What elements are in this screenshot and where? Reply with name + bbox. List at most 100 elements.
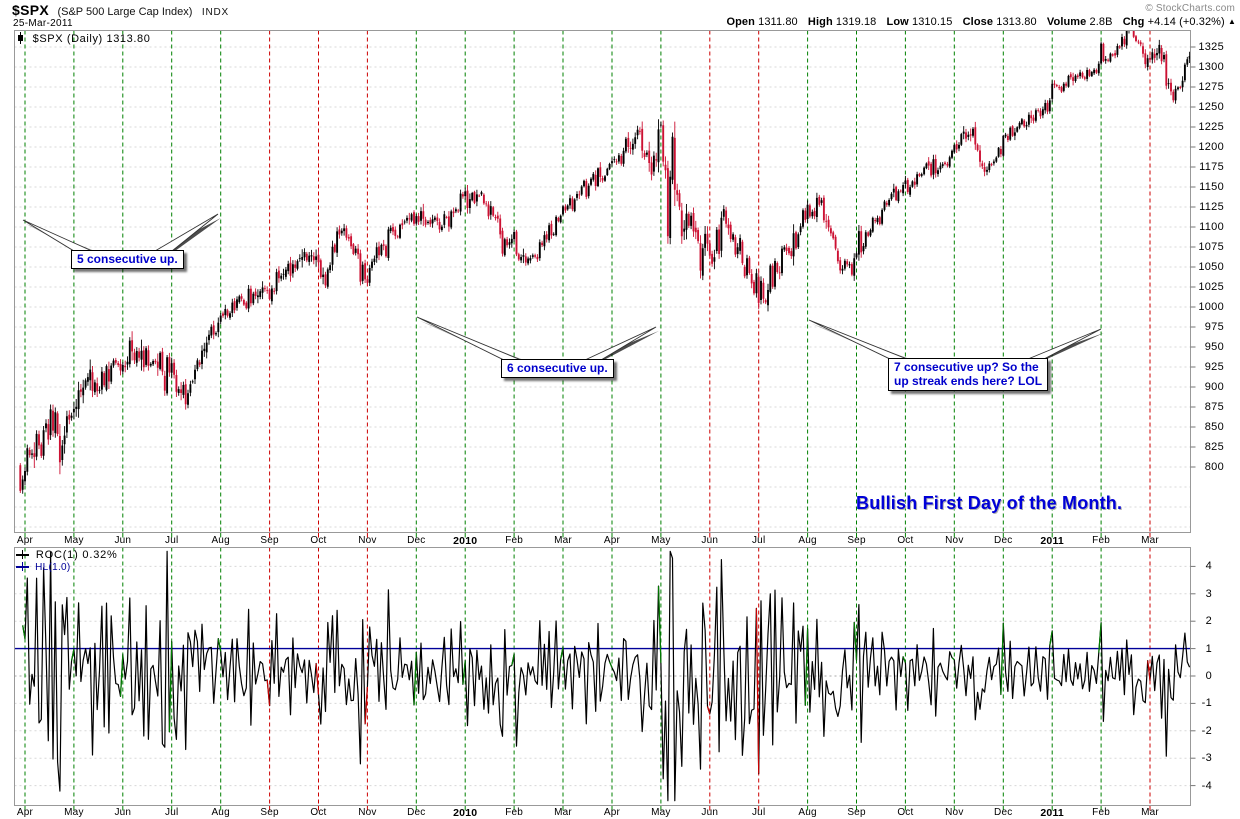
legend-value: 1313.80: [106, 33, 151, 45]
roc-y-axis-label: 0: [1205, 670, 1212, 682]
roc-x-axis-label: Apr: [16, 807, 34, 818]
price-legend: $SPX (Daily) 1313.80: [17, 32, 150, 45]
price-y-axis-label: 875: [1204, 401, 1224, 413]
annotation-6up-text: 6 consecutive up.: [507, 361, 608, 375]
annotation-callout-7up: 7 consecutive up? So the up streak ends …: [888, 358, 1049, 391]
annotation-callout-6up: 6 consecutive up.: [501, 359, 614, 378]
price-x-axis-label: Apr: [16, 535, 34, 546]
price-y-axis-label: 1100: [1199, 221, 1224, 233]
roc-label: ROC(1): [35, 549, 79, 561]
annotation-bullish-text: Bullish First Day of the Month.: [856, 493, 1123, 513]
roc-y-axis-label: 1: [1205, 642, 1212, 655]
roc-x-axis-label: Nov: [945, 807, 964, 818]
price-x-axis-label: Jul: [751, 535, 766, 546]
price-y-axis-label: 1050: [1198, 261, 1224, 273]
copyright-link[interactable]: © StockCharts.com: [1145, 3, 1235, 14]
hl-label: HL(1.0): [35, 562, 71, 573]
high-value: 1319.18: [835, 16, 877, 28]
chg-value: +4.14 (+0.32%): [1147, 16, 1225, 28]
symbol-description: (S&P 500 Large Cap Index): [57, 6, 193, 18]
roc-x-axis-label: Sep: [847, 807, 866, 818]
symbol-title: $SPX: [12, 2, 49, 18]
roc-x-axis-label: Aug: [798, 807, 817, 818]
roc-y-axis-label: -4: [1201, 779, 1212, 792]
roc-x-axis-label: Oct: [897, 807, 914, 818]
price-x-axis-label: Mar: [1141, 535, 1159, 546]
candlestick-icon: [17, 32, 25, 44]
roc-y-axis-label: -1: [1201, 697, 1212, 710]
high-label: High: [807, 16, 833, 28]
roc-x-axis-label: Apr: [603, 807, 621, 818]
roc-x-axis-label: May: [64, 807, 84, 818]
price-x-axis-label: May: [651, 535, 671, 546]
open-value: 1311.80: [758, 16, 798, 28]
price-x-axis-label: Aug: [211, 535, 230, 546]
price-y-axis-label: 800: [1204, 461, 1224, 473]
price-x-axis-label: Aug: [798, 535, 817, 546]
price-x-axis-label: Sep: [847, 535, 866, 546]
annotation-7up-line1: 7 consecutive up? So the: [894, 360, 1039, 374]
price-x-axis-label: 2010: [453, 535, 478, 547]
price-x-axis-label: Jul: [165, 535, 179, 546]
price-y-axis-label: 850: [1204, 421, 1224, 433]
quote-strip: Open 1311.80 High 1319.18 Low 1310.15 Cl…: [719, 16, 1236, 28]
price-x-axis-label: Feb: [505, 535, 524, 546]
roc-x-axis-label: Sep: [260, 807, 279, 818]
close-value: 1313.80: [996, 16, 1037, 28]
price-y-axis-label: 1025: [1198, 281, 1224, 293]
roc-x-axis-label: Mar: [554, 807, 572, 818]
roc-x-axis-label: Jun: [701, 807, 719, 818]
roc-y-axis-label: -3: [1201, 752, 1212, 765]
roc-y-axis-label: -2: [1201, 724, 1212, 737]
roc-x-axis-label: Feb: [505, 807, 524, 818]
price-y-axis-label: 1200: [1198, 141, 1224, 153]
close-label: Close: [962, 16, 994, 28]
price-y-axis-label: 925: [1204, 361, 1224, 373]
price-y-axis-label: 1175: [1199, 161, 1224, 173]
annotation-callout-5up: 5 consecutive up.: [71, 250, 184, 269]
volume-label: Volume: [1046, 16, 1087, 28]
roc-x-axis-label: Dec: [407, 807, 426, 818]
hl-legend: HL(1.0): [16, 562, 71, 573]
price-x-axis-label: Mar: [554, 535, 572, 546]
roc-x-axis-label: Feb: [1092, 807, 1110, 818]
price-x-axis-label: Sep: [260, 535, 279, 546]
price-y-axis-label: 1000: [1198, 301, 1224, 313]
price-y-axis-label: 1125: [1199, 201, 1224, 213]
roc-value: 0.32%: [82, 549, 118, 561]
chart-date: 25-Mar-2011: [13, 18, 73, 29]
price-x-axis-label: Jun: [701, 535, 719, 546]
price-x-axis-label: Oct: [310, 535, 327, 546]
price-y-axis-label: 1150: [1199, 181, 1224, 193]
open-label: Open: [726, 16, 755, 28]
price-y-axis-label: 825: [1204, 441, 1224, 453]
roc-x-axis-label: 2010: [453, 807, 478, 819]
low-label: Low: [886, 16, 909, 28]
price-y-axis-label: 900: [1204, 381, 1224, 393]
price-y-axis-label: 1275: [1198, 81, 1224, 93]
price-y-axis-label: 1225: [1198, 121, 1224, 133]
roc-x-axis-label: Oct: [310, 807, 327, 818]
price-x-axis-label: Apr: [603, 535, 621, 546]
price-x-axis-label: Nov: [945, 535, 964, 546]
roc-x-axis-label: Dec: [994, 807, 1013, 818]
roc-y-axis-label: 2: [1205, 615, 1212, 628]
chg-label: Chg: [1122, 16, 1145, 28]
chart-header: $SPX (S&P 500 Large Cap Index) INDX: [12, 2, 229, 20]
roc-x-axis-label: Mar: [1141, 807, 1159, 818]
roc-x-axis-label: Nov: [358, 807, 377, 818]
price-y-axis-label: 950: [1204, 341, 1224, 353]
roc-y-axis-label: 4: [1205, 560, 1212, 573]
up-triangle-icon: ▲: [1227, 17, 1236, 26]
legend-symbol: $SPX (Daily): [32, 33, 103, 45]
roc-line-marker-icon: [16, 550, 29, 559]
roc-legend: ROC(1) 0.32%: [16, 549, 118, 561]
price-y-axis-label: 1300: [1198, 61, 1224, 73]
price-y-axis-label: 1325: [1198, 41, 1224, 53]
roc-x-axis-label: Jul: [165, 807, 179, 818]
price-x-axis-label: Dec: [407, 535, 426, 546]
roc-x-axis-label: 2011: [1040, 807, 1064, 819]
price-y-axis-label: 975: [1204, 321, 1224, 333]
roc-x-axis-label: Jul: [751, 807, 766, 818]
